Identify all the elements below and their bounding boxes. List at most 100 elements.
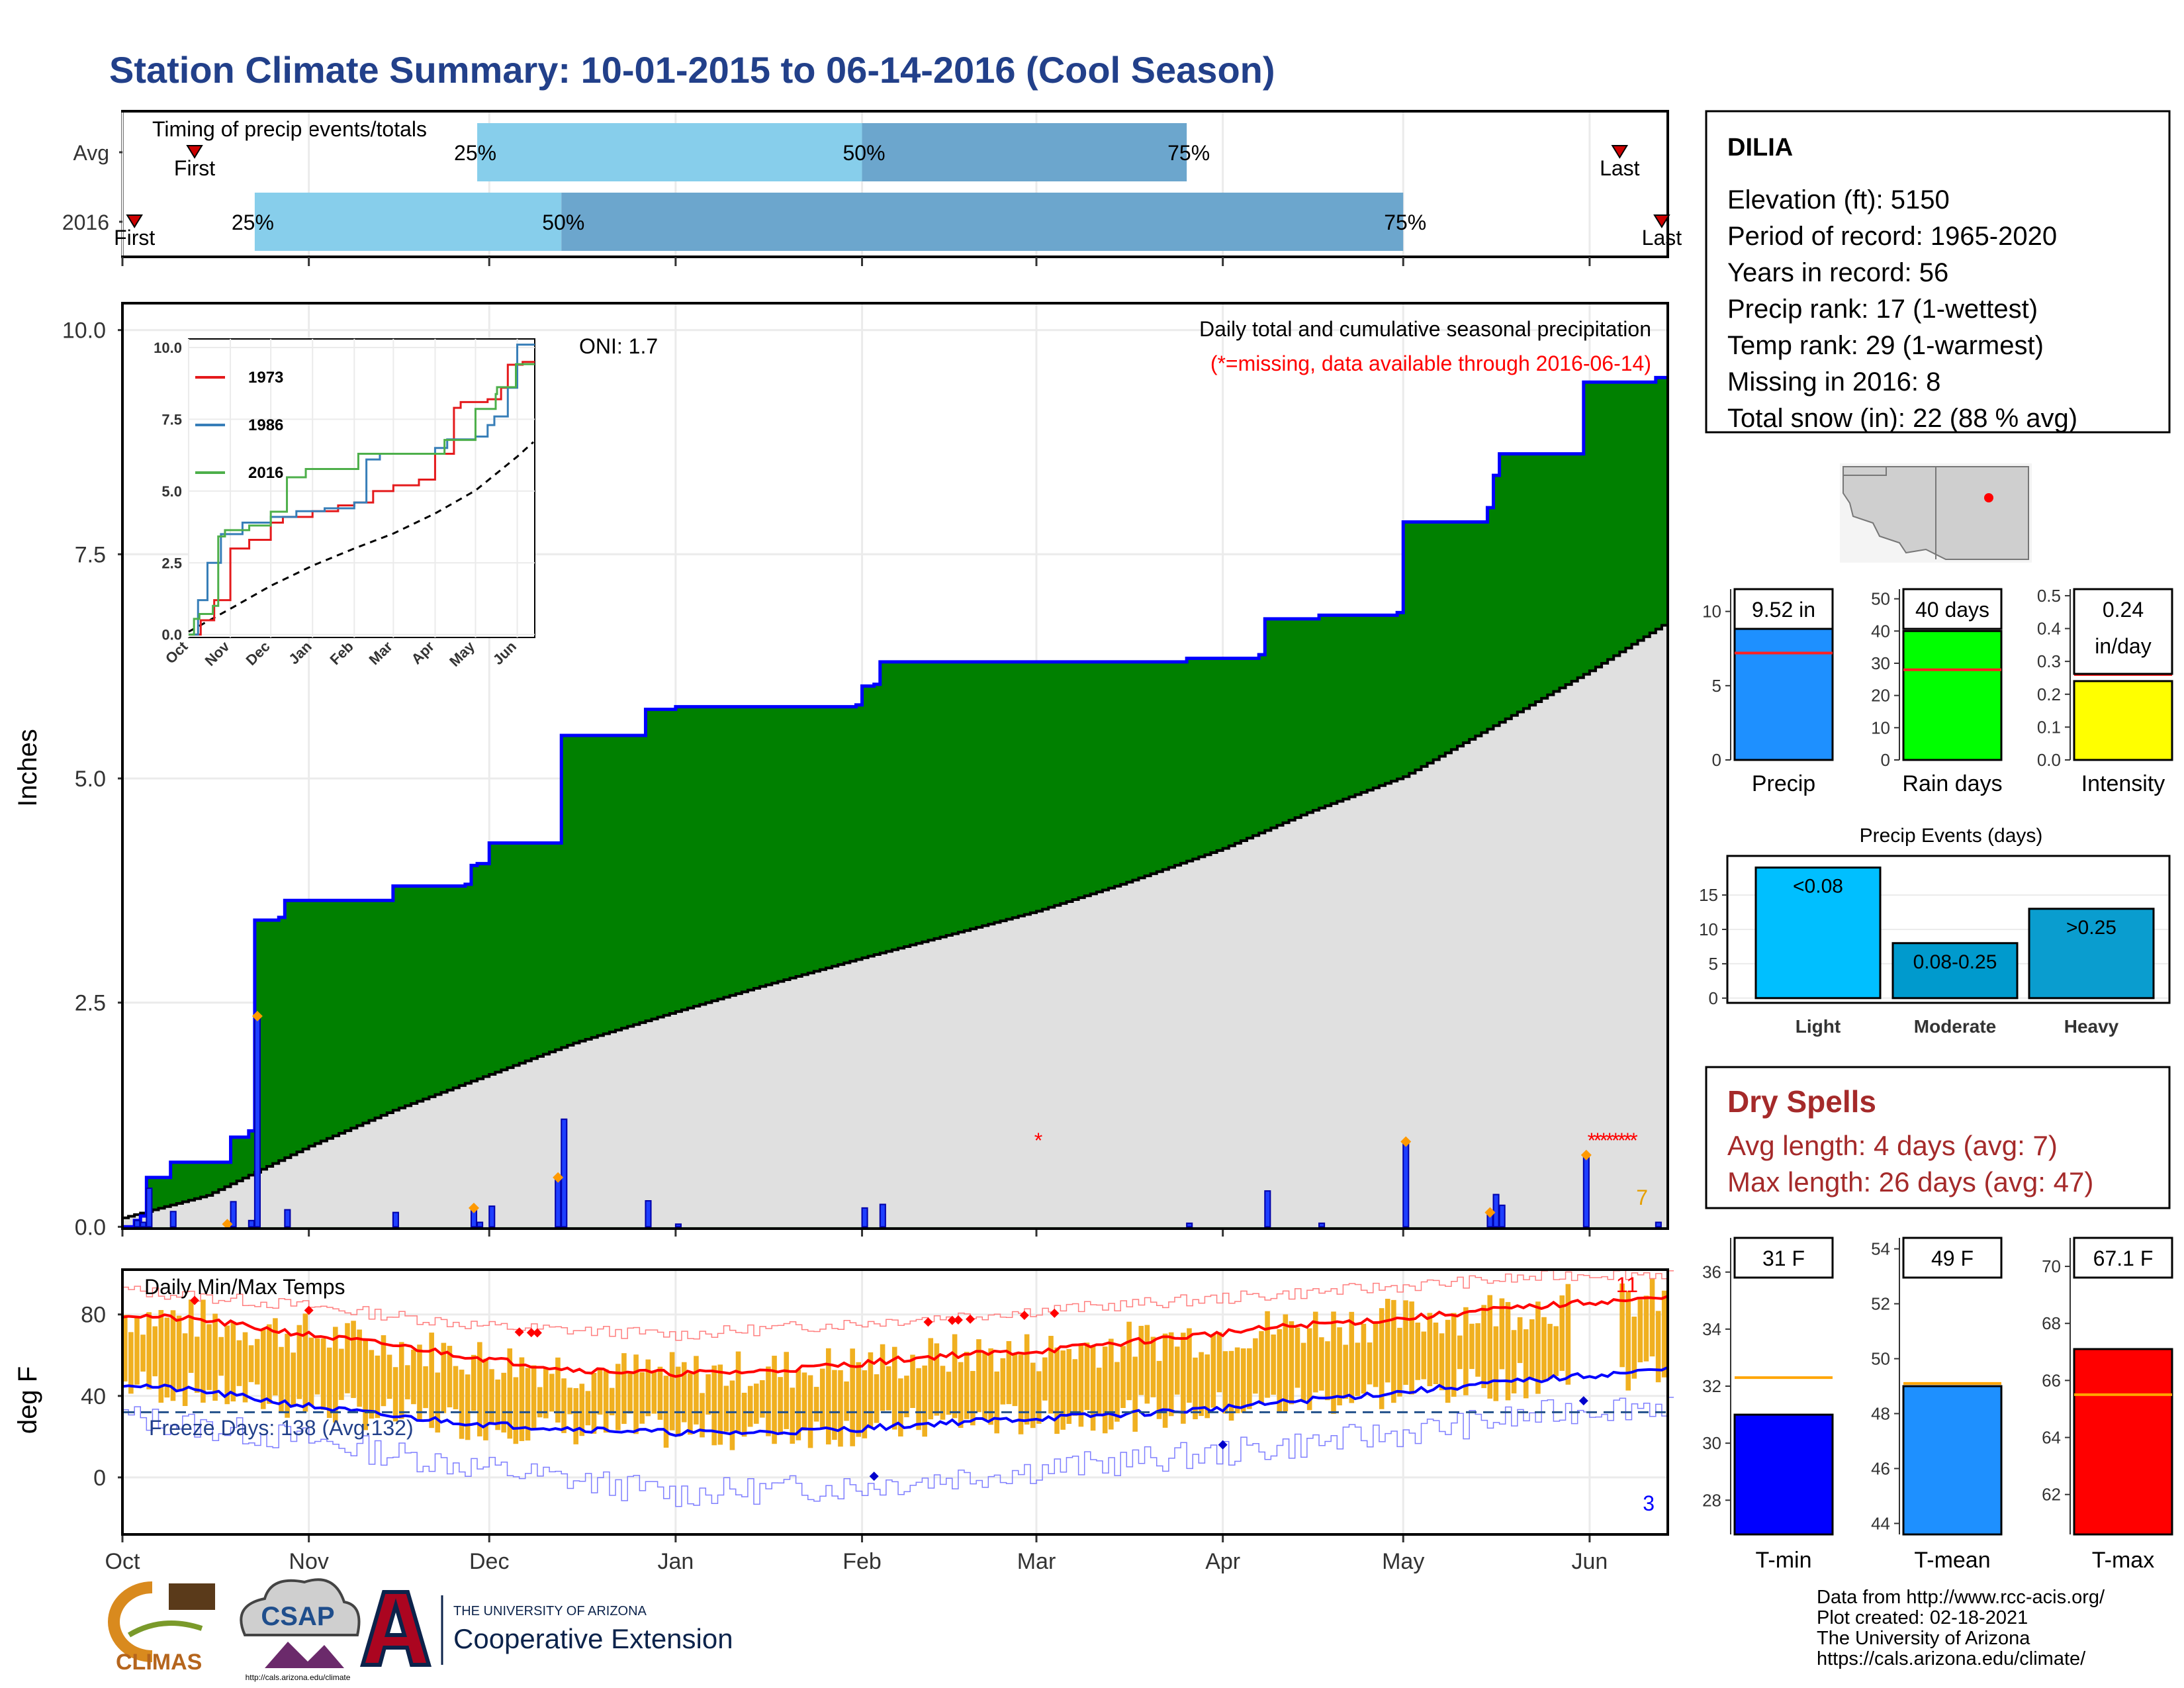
ua-logo-big-text: Cooperative Extension [453, 1623, 733, 1654]
temps-daily-bar [826, 1348, 831, 1445]
temps-daily-bar [513, 1377, 519, 1444]
temps-daily-bar [1012, 1354, 1018, 1407]
timing-bar-50-75 [862, 123, 1187, 181]
precip-summary-ytick-label: 0.4 [2037, 619, 2061, 639]
temps-daily-bar [772, 1356, 777, 1444]
temps-daily-bar [1535, 1301, 1541, 1394]
temps-daily-bar [633, 1354, 639, 1434]
temps-daily-bar [387, 1354, 392, 1399]
csap-logo-cloud [240, 1578, 361, 1636]
temps-daily-bar [651, 1370, 657, 1414]
precip-snow-marker [553, 1172, 564, 1183]
temps-daily-bar [1084, 1342, 1090, 1411]
temps-daily-bar [483, 1358, 488, 1440]
temps-daily-bar [170, 1310, 176, 1401]
events-category-label: Heavy [2064, 1016, 2119, 1037]
temps-daily-bar [862, 1370, 868, 1438]
temps-daily-bar [176, 1315, 182, 1389]
temps-daily-bar [561, 1378, 567, 1433]
inset-ytick-label: 0.0 [161, 627, 182, 643]
temp-summary-value-box [1902, 1237, 2003, 1279]
temps-daily-bar [459, 1370, 465, 1439]
temps-daily-bar [1547, 1323, 1553, 1380]
precip-summary-bar [1733, 617, 1834, 761]
temp-summary-ytick-label: 32 [1702, 1376, 1721, 1396]
temps-daily-bar [1289, 1321, 1295, 1405]
temps-record-high-marker [966, 1314, 976, 1324]
timing-last-marker [1653, 214, 1670, 228]
temp-summary-ytick-label: 48 [1871, 1403, 1890, 1423]
station-frame [1705, 110, 2171, 434]
temps-daily-bar [285, 1333, 290, 1418]
csap-logo-url: http://cals.arizona.edu/climate [246, 1673, 351, 1682]
temp-summary-bar [2073, 1348, 2173, 1536]
timing-row-label: Avg [73, 141, 109, 165]
precip-corner-value: 7 [1636, 1186, 1648, 1209]
temps-daily-bar [1511, 1330, 1517, 1393]
events-title: Precip Events (days) [1860, 825, 2043, 847]
temps-daily-bar [567, 1387, 572, 1415]
temps-daily-bar [1228, 1350, 1234, 1421]
precip-daily-bar [477, 1221, 484, 1228]
temps-daily-bar [1138, 1325, 1144, 1395]
timing-bar-25-50 [254, 193, 562, 251]
temps-daily-bar [236, 1340, 242, 1386]
station-temp-rank: Temp rank: 29 (1-warmest) [1727, 331, 2044, 360]
temps-daily-bar [1295, 1327, 1300, 1388]
temps-record-high-marker [514, 1327, 524, 1337]
page-title: Station Climate Summary: 10-01-2015 to 0… [109, 49, 1275, 91]
temps-record-high-marker [923, 1317, 933, 1327]
temps-daily-bar [952, 1334, 958, 1419]
temps-daily-bar [1649, 1278, 1655, 1357]
temps-daily-bar [891, 1346, 897, 1430]
temps-ytick-label: 40 [81, 1384, 106, 1409]
temps-record-high-marker [532, 1328, 542, 1338]
temps-daily-bar [212, 1313, 218, 1401]
temps-record-high-marker [1019, 1310, 1029, 1320]
temps-daily-bar [1331, 1311, 1336, 1414]
temps-max-count: 11 [1616, 1273, 1638, 1297]
timing-last-label: Last [1642, 226, 1682, 250]
temps-daily-bar [946, 1372, 952, 1415]
temps-daily-bar [134, 1317, 140, 1385]
temps-ytick-label: 80 [81, 1303, 106, 1328]
csap-logo: CSAP http://cals.arizona.edu/climate [240, 1578, 361, 1682]
temps-daily-bar [1193, 1357, 1198, 1420]
temps-daily-bar [1066, 1348, 1072, 1425]
temps-daily-bar [1222, 1351, 1228, 1414]
temps-daily-bar [1373, 1323, 1379, 1387]
precip-daily-bar [561, 1118, 568, 1228]
temp-summary-ytick-label: 52 [1871, 1294, 1890, 1314]
temps-panel: 0 40 80 Oct Nov Dec Jan Feb Mar Apr May Jun Daily Mi… [13, 1268, 1674, 1574]
precip-average-line [122, 624, 1668, 1219]
precip-daily-bar [134, 1219, 141, 1228]
events-value-label: >0.25 [2066, 917, 2116, 939]
temps-record-low-marker [869, 1472, 879, 1481]
precip-summary-ytick-label: 0.5 [2037, 586, 2061, 606]
temps-daily-bar [922, 1365, 927, 1437]
dry-spells-max: Max length: 26 days (avg: 47) [1727, 1166, 2093, 1197]
precip-daily-bar [284, 1209, 291, 1228]
temps-daily-bar [1162, 1333, 1168, 1428]
temps-daily-bar [369, 1350, 375, 1419]
precip-panel: 0.02.55.07.510.0* ********Daily total and… [13, 302, 1669, 1240]
inset-average-line [188, 441, 534, 633]
temps-daily-bar [1174, 1346, 1180, 1395]
events-bar [1754, 867, 1882, 1000]
events-ytick-label: 15 [1699, 885, 1718, 905]
temps-daily-bar [1109, 1338, 1114, 1430]
temps-daily-bar [609, 1387, 615, 1416]
temp-summary-value-label: 49 F [1931, 1246, 1974, 1270]
timing-last-label: Last [1600, 156, 1640, 180]
temps-daily-bar [1625, 1291, 1631, 1391]
temps-daily-bar [1427, 1313, 1433, 1387]
precip-daily-bar [253, 1015, 261, 1228]
station-years: Years in record: 56 [1727, 258, 1948, 287]
temp-summary-ytick-label: 34 [1702, 1319, 1721, 1339]
temps-daily-bar [760, 1380, 765, 1418]
csap-logo-text: CSAP [261, 1602, 334, 1631]
temps-daily-bar [717, 1364, 723, 1445]
station-location-dot [1984, 493, 1993, 502]
temp-summary-ytick-label: 70 [2042, 1256, 2061, 1276]
